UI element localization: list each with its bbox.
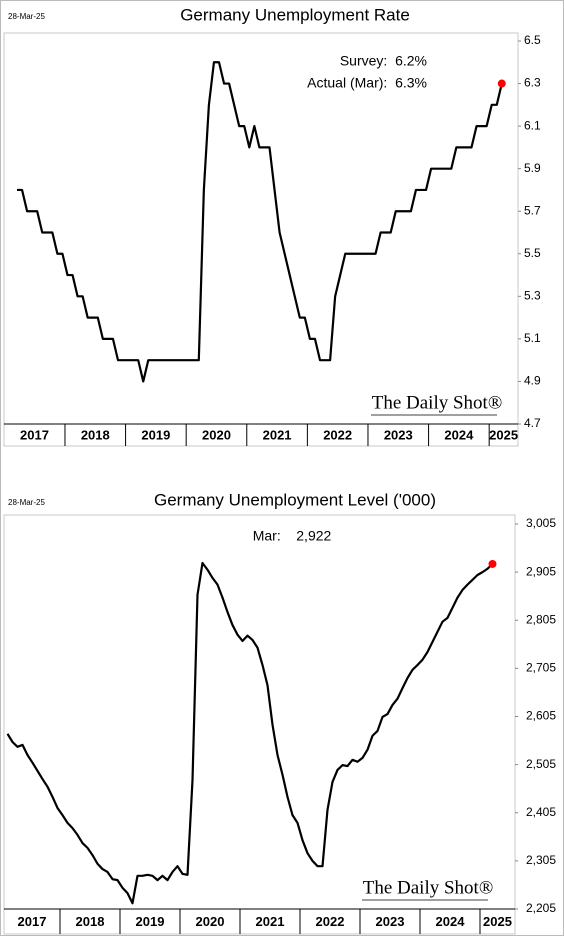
x-tick-label: 2024: [436, 914, 466, 929]
chart-date: 28-Mar-25: [8, 12, 45, 21]
x-tick-label: 2017: [20, 427, 49, 442]
x-tick-label: 2023: [384, 427, 413, 442]
x-tick-label: 2023: [376, 914, 405, 929]
x-tick-label: 2022: [323, 427, 352, 442]
chart-title: Germany Unemployment Level ('000): [154, 490, 436, 509]
annotation: Actual (Mar): 6.3%: [307, 75, 427, 91]
last-point: [497, 79, 506, 88]
y-tick-label: 2,305: [526, 853, 556, 867]
y-tick-label: 4.9: [524, 374, 541, 388]
x-tick-label: 2020: [196, 914, 225, 929]
plot-frame: [3, 32, 519, 447]
y-tick-label: 4.7: [524, 416, 541, 430]
y-tick-label: 2,605: [526, 709, 556, 723]
y-tick-label: 5.7: [524, 203, 541, 217]
y-tick-label: 2,505: [526, 757, 556, 771]
y-tick-label: 2,905: [526, 564, 556, 578]
source-logo: The Daily Shot®: [372, 392, 503, 413]
x-tick-label: 2018: [76, 914, 105, 929]
x-tick-label: 2020: [202, 427, 231, 442]
y-tick-label: 2,205: [526, 901, 556, 915]
x-tick-label: 2025: [483, 914, 512, 929]
data-line: [17, 61, 503, 383]
source-logo: The Daily Shot®: [363, 877, 494, 898]
y-tick-label: 2,405: [526, 805, 556, 819]
plot-frame: [3, 514, 516, 935]
annotation: Survey: 6.2%: [340, 53, 427, 69]
y-tick-label: 6.1: [524, 118, 541, 132]
x-tick-label: 2021: [263, 427, 292, 442]
y-tick-label: 5.5: [524, 246, 541, 260]
data-line: [6, 561, 494, 905]
x-tick-label: 2021: [256, 914, 285, 929]
last-point: [488, 559, 497, 568]
y-tick-label: 2,705: [526, 661, 556, 675]
y-tick-label: 3,005: [526, 516, 556, 530]
y-tick-label: 5.1: [524, 331, 541, 345]
chart-date: 28-Mar-25: [8, 498, 45, 507]
x-tick-label: 2017: [18, 914, 47, 929]
x-tick-label: 2018: [81, 427, 110, 442]
annotation: Mar: 2,922: [253, 528, 332, 544]
y-tick-label: 5.9: [524, 161, 541, 175]
x-tick-label: 2022: [316, 914, 345, 929]
y-tick-label: 5.3: [524, 289, 541, 303]
x-tick-label: 2019: [141, 427, 170, 442]
x-tick-label: 2024: [444, 427, 474, 442]
y-tick-label: 2,805: [526, 612, 556, 626]
y-tick-label: 6.3: [524, 76, 541, 90]
x-tick-label: 2019: [136, 914, 165, 929]
chart-title: Germany Unemployment Rate: [180, 5, 410, 24]
y-tick-label: 6.5: [524, 33, 541, 47]
x-tick-label: 2025: [489, 427, 518, 442]
